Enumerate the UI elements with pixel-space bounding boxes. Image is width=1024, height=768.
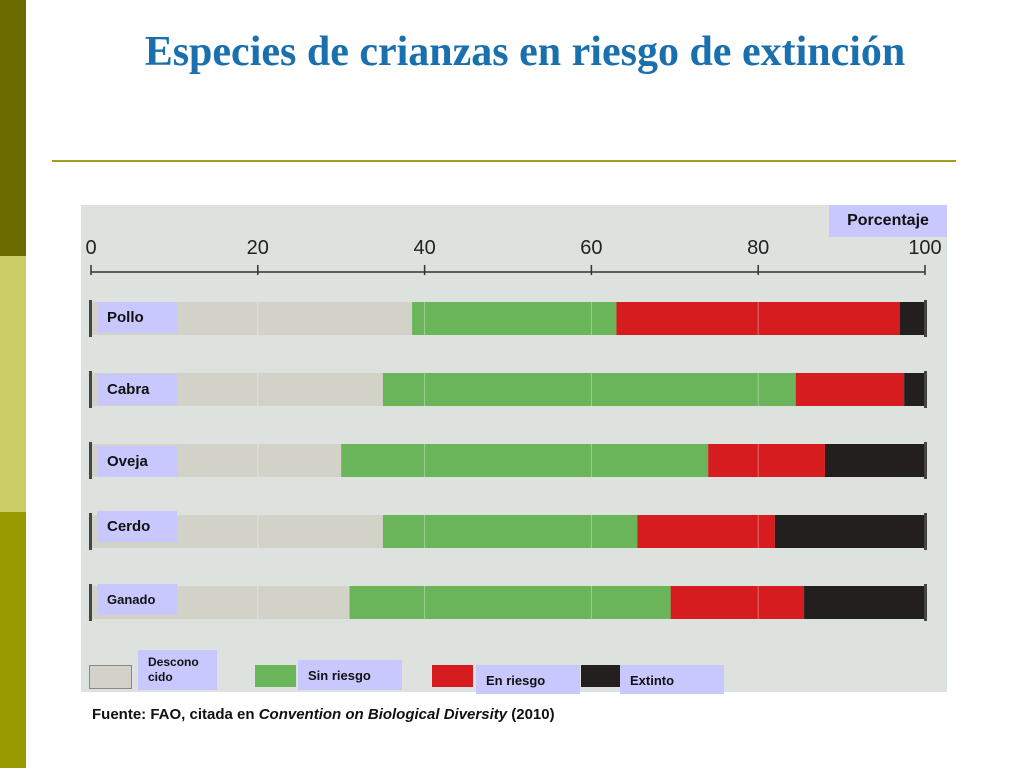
bar-segment-ganado xyxy=(670,586,805,619)
source-title: Convention on Biological Diversity xyxy=(258,706,508,723)
bar-end-cap xyxy=(924,371,927,408)
bar-segment-oveja xyxy=(824,444,925,477)
slide-title: Especies de crianzas en riesgo de extinc… xyxy=(144,29,906,75)
legend-label: Sin riesgo xyxy=(298,660,402,690)
legend-label: Extinto xyxy=(620,665,724,694)
legend-swatch xyxy=(432,665,473,687)
bar-segment-cabra xyxy=(904,373,925,406)
bar-segment-oveja xyxy=(708,444,825,477)
bar-segment-oveja xyxy=(341,444,709,477)
category-label-cabra: Cabra xyxy=(97,374,177,405)
side-band-bottom xyxy=(0,512,26,768)
x-axis-tick-label: 100 xyxy=(908,237,941,259)
source-prefix: Fuente: FAO, citada en xyxy=(92,706,259,723)
bar-segment-cerdo xyxy=(637,515,775,548)
legend-swatch xyxy=(581,665,622,687)
side-band-middle xyxy=(0,256,26,512)
bar-start-cap xyxy=(89,584,92,621)
bar-segment-pollo xyxy=(412,302,617,335)
x-axis-tick-label: 20 xyxy=(247,237,269,259)
source-year: (2010) xyxy=(507,706,555,723)
bar-segment-cabra xyxy=(795,373,905,406)
x-axis-tick-label: 60 xyxy=(580,237,602,259)
category-label-ganado: Ganado xyxy=(97,584,177,615)
legend-label: Descono cido xyxy=(138,650,217,690)
bar-end-cap xyxy=(924,442,927,479)
bar-start-cap xyxy=(89,442,92,479)
legend-swatch xyxy=(89,665,132,689)
category-label-cerdo: Cerdo xyxy=(97,511,177,542)
bar-segment-cabra xyxy=(382,373,796,406)
legend-label: En riesgo xyxy=(476,665,580,694)
x-axis-tick-label: 0 xyxy=(85,237,96,259)
bar-segment-cerdo xyxy=(774,515,925,548)
stacked-bar-chart: 0 20 40 60 80 100 xyxy=(85,237,942,621)
bar-end-cap xyxy=(924,513,927,550)
bar-segment-cerdo xyxy=(382,515,638,548)
bar-start-cap xyxy=(89,513,92,550)
unit-label: Porcentaje xyxy=(829,205,947,237)
bar-start-cap xyxy=(89,300,92,337)
category-label-oveja: Oveja xyxy=(97,446,177,477)
bar-segment-ganado xyxy=(349,586,671,619)
category-label-pollo: Pollo xyxy=(97,302,177,333)
bar-segment-pollo xyxy=(899,302,925,335)
x-axis-tick-label: 80 xyxy=(747,237,769,259)
title-divider xyxy=(52,160,956,162)
bar-segment-pollo xyxy=(616,302,900,335)
bar-segment-ganado xyxy=(804,586,925,619)
bar-end-cap xyxy=(924,584,927,621)
source-citation: Fuente: FAO, citada en Convention on Bio… xyxy=(92,706,555,723)
legend-swatch xyxy=(255,665,296,687)
side-band-top xyxy=(0,0,26,256)
x-axis-tick-label: 40 xyxy=(413,237,435,259)
bar-end-cap xyxy=(924,300,927,337)
bar-start-cap xyxy=(89,371,92,408)
